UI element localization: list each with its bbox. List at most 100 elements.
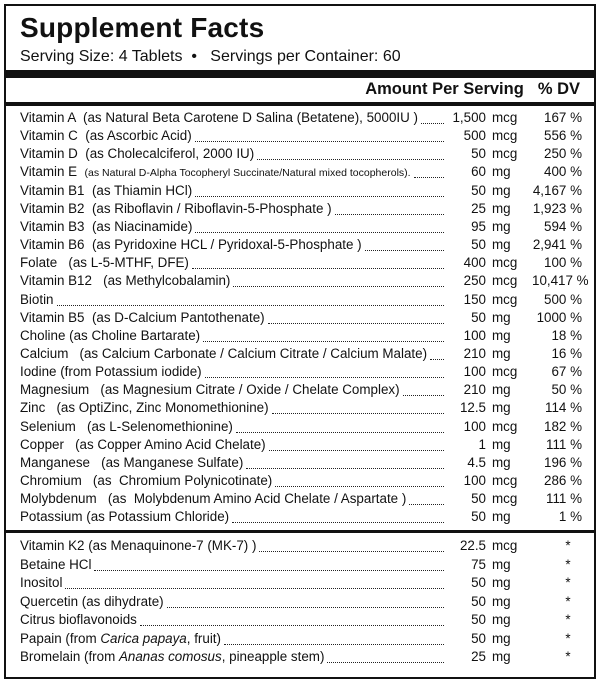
unit: mcg [492, 364, 518, 380]
unit: mg [492, 182, 511, 198]
name-text: Quercetin (as dihydrate) [20, 593, 164, 609]
daily-value: 556 % [544, 128, 582, 144]
name-italic: Ananas comosus [118, 649, 222, 664]
nutrient-name: Choline (as Choline Bartarate) [20, 328, 200, 343]
nutrient-row: Vitamin B5 (as D-Calcium Pantothenate) 50… [20, 310, 582, 328]
name-rest: , fruit) [186, 630, 221, 646]
name-text: Calcium (as Calcium Carbonate / Calcium … [20, 345, 428, 361]
supplement-facts-label: Supplement Facts Serving Size: 4 Tablets… [4, 4, 596, 679]
dot-leader [257, 159, 444, 161]
daily-value: 286 % [544, 473, 582, 488]
unit: mg [492, 382, 511, 398]
daily-value: 196 % [544, 454, 582, 470]
dv-header: % DV [537, 80, 580, 98]
dot-leader [327, 662, 444, 663]
nutrient-row: Vitamin C (as Ascorbic Acid) 500 mcg 556 % [20, 128, 582, 146]
name-text: Vitamin C (as Ascorbic Acid) [20, 128, 192, 144]
daily-value: * [565, 538, 571, 553]
daily-value: 167 % [544, 110, 582, 125]
unit: mg [492, 593, 511, 609]
nutrient-name: Vitamin E (as Natural D-Alpha Tocopheryl… [20, 164, 411, 179]
name-text: Vitamin B5 (as D-Calcium Pantothenate) [20, 309, 265, 325]
amount: 400 [463, 255, 486, 271]
dot-leader [195, 231, 444, 233]
amount: 100 [463, 418, 486, 434]
nutrient-name: Copper (as Copper Amino Acid Chelate) [20, 437, 266, 452]
nutrient-row: Bromelain (from Ananas comosus, pineappl… [20, 649, 582, 667]
amount: 500 [463, 128, 486, 144]
name-text: Vitamin B2 (as Riboflavin / Riboflavin-5… [20, 200, 332, 216]
nutrient-row: Vitamin A (as Natural Beta Carotene D Sa… [20, 110, 582, 128]
name-italic: Carica papaya [100, 630, 187, 646]
name-text: Bromelain (from [20, 649, 119, 664]
nutrient-row: Molybdenum (as Molybdenum Amino Acid Che… [20, 491, 582, 509]
amount: 12.5 [459, 400, 486, 416]
amount: 1,500 [452, 110, 486, 125]
thick-rule [6, 70, 594, 78]
name-text: Vitamin E [20, 164, 85, 180]
nutrient-row: Zinc (as OptiZinc, Zinc Monomethionine) 1… [20, 400, 582, 418]
daily-value: 111 % [546, 436, 582, 452]
nutrient-row: Manganese (as Manganese Sulfate) 4.5 mg 196… [20, 455, 582, 473]
nutrient-name: Folate (as L-5-MTHF, DFE) [20, 255, 189, 270]
daily-value: * [565, 649, 571, 664]
name-text: Selenium (as L-Selenomethionine) [20, 418, 233, 434]
unit: mg [492, 575, 511, 590]
nutrient-name: Citrus bioflavonoids [20, 612, 137, 627]
daily-value: * [565, 630, 571, 646]
nutrient-name: Manganese (as Manganese Sulfate) [20, 455, 243, 470]
amount: 25 [471, 200, 486, 216]
unit: mcg [492, 538, 518, 553]
nutrient-name: Vitamin B1 (as Thiamin HCl) [20, 183, 192, 198]
name-text: Zinc (as OptiZinc, Zinc Monomethionine) [20, 400, 269, 416]
dot-leader [195, 195, 444, 197]
amount: 250 [463, 273, 486, 289]
unit: mcg [492, 491, 518, 507]
amount: 100 [463, 473, 486, 488]
dot-leader [268, 449, 444, 451]
unit: mg [492, 400, 511, 416]
nutrient-row: Vitamin D (as Cholecalciferol, 2000 IU) 5… [20, 146, 582, 164]
unit: mg [492, 309, 511, 325]
daily-value: 2,941 % [532, 237, 582, 253]
unit: mcg [492, 291, 518, 307]
daily-value: 16 % [551, 345, 582, 361]
daily-value: * [565, 556, 571, 572]
daily-value: 18 % [551, 327, 582, 343]
amount: 75 [471, 556, 486, 572]
nutrient-name: Quercetin (as dihydrate) [20, 594, 164, 609]
unit: mg [492, 630, 511, 646]
nutrient-row: Vitamin B12 (as Methylcobalamin) 250 mcg 10… [20, 273, 589, 291]
dot-leader [223, 643, 444, 645]
nutrient-name: Vitamin C (as Ascorbic Acid) [20, 128, 192, 143]
nutrient-row: Vitamin B1 (as Thiamin HCl) 50 mg 4,167 % [20, 183, 582, 201]
nutrient-row: Copper (as Copper Amino Acid Chelate) 1 mg… [20, 437, 582, 455]
unit: mcg [492, 128, 518, 144]
amount: 50 [471, 491, 486, 507]
name-text: Vitamin B12 (as Methylcobalamin) [20, 273, 231, 289]
daily-value: 4,167 % [532, 182, 582, 198]
amount: 210 [463, 382, 486, 398]
nutrient-name: Vitamin K2 (as Menaquinone-7 (MK-7) ) [20, 538, 256, 553]
dot-leader [235, 431, 444, 433]
daily-value: * [565, 612, 571, 627]
dot-leader [194, 141, 444, 143]
name-text: Vitamin B6 (as Pyridoxine HCL / Pyridoxa… [20, 237, 362, 253]
nutrient-name: Vitamin B6 (as Pyridoxine HCL / Pyridoxa… [20, 237, 362, 252]
daily-value: 10,417 % [532, 273, 589, 289]
nutrient-row: Vitamin B6 (as Pyridoxine HCL / Pyridoxa… [20, 237, 582, 255]
amount: 22.5 [459, 538, 486, 553]
dot-leader [413, 177, 444, 179]
nutrient-row: Magnesium (as Magnesium Citrate / Oxide … [20, 382, 582, 400]
name-text: Vitamin A (as Natural Beta Carotene D Sa… [20, 110, 418, 125]
daily-value: 500 % [544, 291, 582, 307]
name-text: Papain (from [20, 630, 101, 646]
nutrient-row: Iodine (from Potassium iodide) 100 mcg 67 % [20, 364, 582, 382]
daily-value: 1,923 % [532, 200, 582, 216]
dot-leader [364, 250, 444, 252]
nutrient-row: Betaine HCl 75 mg * [20, 557, 582, 575]
name-text: Folate (as L-5-MTHF, DFE) [20, 255, 189, 271]
nutrient-row: Chromium (as Chromium Polynicotinate) 100… [20, 473, 582, 491]
name-text: Betaine HCl [20, 556, 92, 572]
nutrient-name: Papain (from Carica papaya, fruit) [20, 631, 221, 646]
